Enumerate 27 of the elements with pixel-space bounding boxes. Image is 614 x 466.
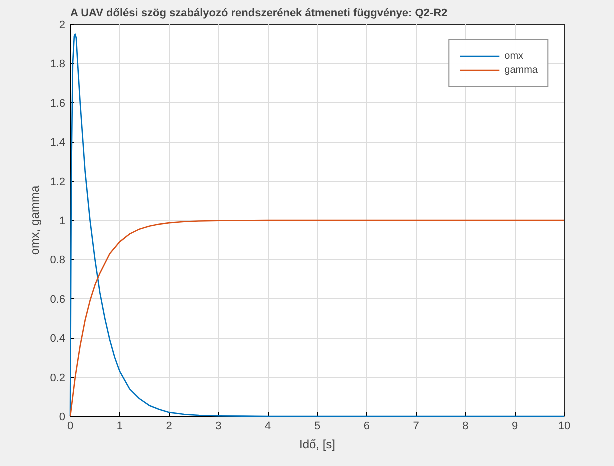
y-tick-label: 0.2	[50, 372, 66, 384]
y-tick-label: 1	[59, 216, 66, 228]
x-tick-label: 1	[116, 420, 123, 432]
y-tick-label: 1.8	[50, 58, 66, 71]
y-tick-label: 0.4	[50, 333, 66, 346]
x-tick-label: 3	[216, 420, 222, 432]
legend-label: omx	[504, 50, 525, 62]
x-tick-label: 4	[265, 420, 272, 432]
y-tick-label: 1.6	[50, 98, 66, 110]
x-tick-label: 8	[462, 420, 469, 432]
y-tick-label: 1.2	[50, 176, 66, 188]
y-tick-label: 1.4	[50, 137, 66, 150]
y-tick-label: 0.8	[50, 254, 66, 267]
chart-title: A UAV dőlési szög szabályozó rendszerének átmeneti függvénye: Q2-R2	[70, 8, 448, 20]
y-axis-title: omx, gamma	[28, 186, 42, 256]
x-tick-label: 9	[512, 420, 518, 432]
x-tick-label: 6	[364, 420, 370, 432]
x-tick-label: 0	[67, 420, 74, 432]
y-tick-label: 2	[59, 20, 66, 32]
x-tick-label: 10	[558, 420, 571, 432]
y-tick-label: 0.6	[50, 294, 66, 306]
x-axis-title: Idő, [s]	[299, 438, 336, 452]
legend-label: gamma	[504, 64, 538, 76]
x-tick-label: 2	[166, 420, 172, 432]
x-tick-label: 5	[314, 420, 321, 432]
y-tick-label: 0	[59, 412, 66, 424]
x-tick-label: 7	[413, 420, 420, 432]
